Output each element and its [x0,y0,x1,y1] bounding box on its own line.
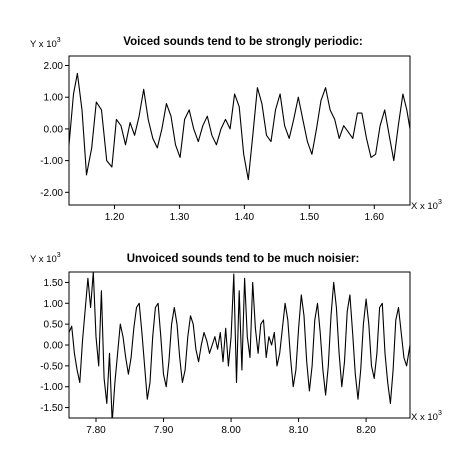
y-tick-label: -2.00 [40,188,63,199]
y-tick-label: 2.00 [44,61,64,72]
y-tick-label: 1.00 [44,299,64,310]
x-axis-multiplier: X x 103 [411,199,442,212]
x-axis-multiplier-exponent: 3 [438,410,442,417]
y-tick-label: -1.00 [40,382,63,393]
x-tick-label: 8.00 [221,425,241,436]
x-axis-multiplier: X x 103 [411,410,442,423]
x-tick-label: 8.10 [289,425,309,436]
y-tick-label: -1.50 [40,403,63,414]
x-axis-multiplier-exponent: 3 [438,199,442,206]
x-tick-label: 7.80 [86,425,106,436]
x-tick-label: 1.40 [235,212,255,223]
plot-frame-1 [68,55,411,206]
x-tick-label: 7.90 [154,425,174,436]
x-axis-multiplier-text: X x 10 [411,201,438,212]
x-tick-label: 1.30 [170,212,190,223]
series-line-1-1 [69,72,410,181]
y-tick-label: 0.00 [44,124,64,135]
chart-title-1: Voiced sounds tend to be strongly period… [123,36,362,48]
y-axis-multiplier-exponent: 3 [57,252,61,259]
y-tick-label: 1.00 [44,93,64,104]
series-line-2-1 [69,272,410,418]
x-tick-label: 1.50 [300,212,320,223]
chart-title-2: Unvoiced sounds tend to be much noisier: [127,253,360,265]
y-tick-label: 0.50 [44,320,64,331]
x-tick-label: 1.60 [365,212,385,223]
y-axis-multiplier-text: Y x 10 [30,254,57,265]
x-axis-multiplier-text: X x 10 [411,412,438,423]
y-tick-label: 0.00 [44,341,64,352]
x-tick-label: 8.20 [356,425,376,436]
y-axis-multiplier: Y x 103 [30,37,61,50]
y-axis-multiplier-text: Y x 10 [30,39,57,50]
x-tick-label: 1.20 [105,212,125,223]
y-tick-label: 1.50 [44,278,64,289]
y-axis-multiplier: Y x 103 [30,252,61,265]
y-axis-multiplier-exponent: 3 [57,37,61,44]
y-tick-label: -0.50 [40,361,63,372]
y-tick-label: -1.00 [40,156,63,167]
